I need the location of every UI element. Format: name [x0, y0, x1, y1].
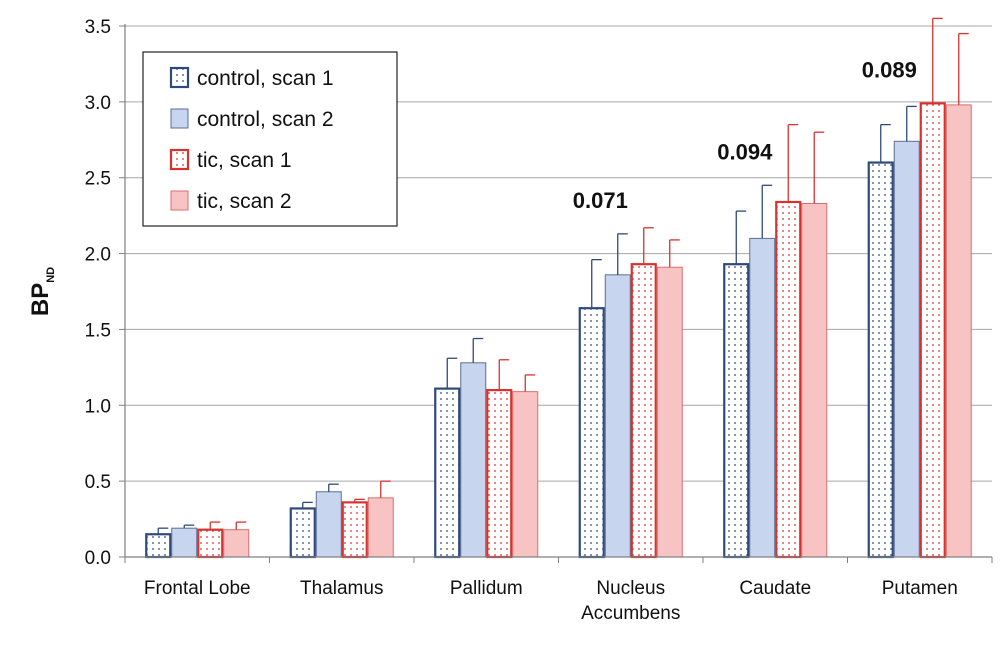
- bar: [893, 140, 920, 558]
- y-axis-title-main: BP: [27, 283, 54, 316]
- legend-label: tic, scan 2: [197, 190, 292, 213]
- y-tick-label: 2.0: [85, 245, 111, 266]
- legend-label: control, scan 1: [197, 67, 334, 90]
- bar: [367, 497, 394, 558]
- legend-label: tic, scan 1: [197, 149, 292, 172]
- bar: [171, 527, 198, 558]
- y-tick-label: 0.5: [85, 472, 111, 493]
- bar: [945, 104, 972, 558]
- y-tick-label: 0.0: [85, 548, 111, 569]
- bar: [512, 391, 539, 558]
- labels: 0.0 0.5 1.0 1.5 2.0 2.5 3.0 3.5 Frontal Lobe Thal…: [27, 17, 958, 624]
- x-category-label: Accumbens: [581, 603, 680, 624]
- legend-swatch: [169, 148, 190, 171]
- legend-swatch: [170, 190, 189, 211]
- bar: [197, 528, 224, 559]
- x-category-label: Pallidum: [450, 578, 523, 599]
- bar: [723, 263, 750, 559]
- legend-swatch: [169, 66, 190, 89]
- bar: [775, 200, 802, 559]
- bars: [145, 17, 972, 559]
- y-tick-label: 1.0: [85, 396, 111, 417]
- y-axis-title: BPND: [27, 267, 57, 316]
- bar: [315, 491, 342, 558]
- bar: [604, 274, 631, 558]
- bar: [145, 533, 172, 559]
- y-tick-label: 3.5: [85, 17, 111, 38]
- bar: [486, 389, 513, 559]
- x-category-label: Frontal Lobe: [144, 578, 251, 599]
- bar: [434, 387, 461, 559]
- y-tick-label: 3.0: [85, 93, 111, 114]
- bar: [867, 161, 894, 559]
- bar: [656, 266, 683, 558]
- y-tick-label: 2.5: [85, 169, 111, 190]
- legend: control, scan 1 control, scan 2 tic, scan …: [142, 51, 398, 227]
- y-tick-label: 1.5: [85, 320, 111, 341]
- bar: [801, 203, 828, 558]
- bar: [578, 307, 605, 559]
- x-category-label: Caudate: [739, 578, 811, 599]
- bar: [341, 501, 368, 559]
- p-value-annotation: 0.071: [573, 188, 628, 213]
- bar: [630, 263, 657, 559]
- axes: [119, 24, 993, 563]
- bar: [460, 362, 487, 558]
- legend-label: control, scan 2: [197, 108, 334, 131]
- x-category-label: Thalamus: [300, 578, 383, 599]
- bar: [289, 507, 316, 559]
- p-value-annotation: 0.089: [862, 57, 917, 82]
- legend-swatch: [170, 108, 189, 129]
- y-axis-title-subscript: ND: [45, 267, 57, 283]
- bar: [919, 102, 946, 559]
- x-category-label: Nucleus: [596, 578, 665, 599]
- x-category-label: Putamen: [882, 578, 958, 599]
- p-value-annotation: 0.094: [717, 139, 773, 164]
- bar: [749, 237, 776, 558]
- bar: [223, 529, 250, 558]
